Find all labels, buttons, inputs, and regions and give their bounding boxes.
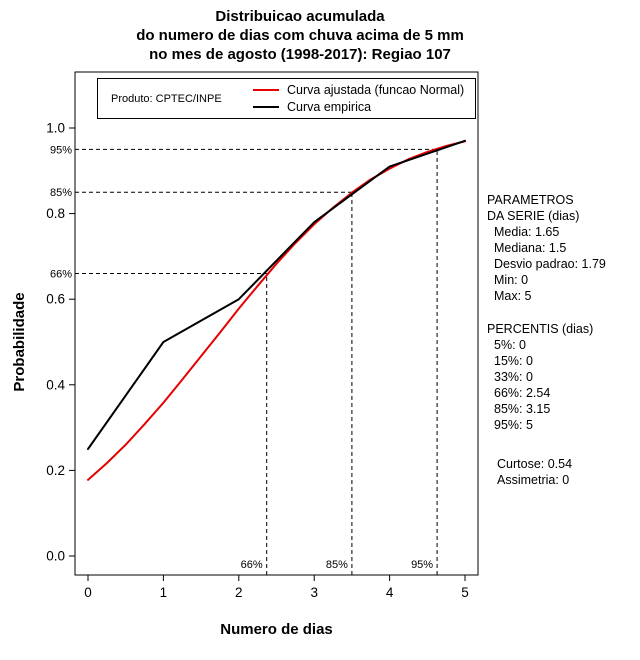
- percentis-header: PERCENTIS (dias): [487, 322, 594, 336]
- legend-entry-fitted: Curva ajustada (funcao Normal): [253, 83, 464, 97]
- stat-assimetria: Assimetria: 0: [497, 473, 570, 487]
- x-tick-label: 1: [160, 585, 168, 600]
- legend-entry-empirical-label: Curva empirica: [287, 100, 372, 114]
- legend-entry-fitted-label: Curva ajustada (funcao Normal): [287, 83, 465, 97]
- chart-title-line3: no mes de agosto (1998-2017): Regiao 107: [149, 46, 451, 63]
- x-tick-label: 5: [461, 585, 469, 600]
- x-axis-label: Numero de dias: [220, 621, 333, 638]
- percentile-bottom-label: 66%: [241, 559, 263, 571]
- x-tick-label: 4: [386, 585, 394, 600]
- percentil-85: 85%: 3.15: [494, 402, 551, 416]
- percentil-5: 5%: 0: [494, 338, 526, 352]
- percentile-bottom-label: 95%: [411, 559, 433, 571]
- percentil-95: 95%: 5: [494, 418, 533, 432]
- params-header-line1: PARAMETROS: [487, 193, 574, 207]
- legend-entry-empirical: Curva empirica: [253, 100, 464, 114]
- x-tick-label: 3: [310, 585, 318, 600]
- legend: Produto: CPTEC/INPE Curva ajustada (func…: [97, 78, 476, 119]
- chart-title-line2: do numero de dias com chuva acima de 5 m…: [136, 27, 464, 44]
- stat-min: Min: 0: [494, 273, 529, 287]
- stat-max: Max: 5: [494, 289, 532, 303]
- stat-curtose: Curtose: 0.54: [497, 457, 573, 471]
- y-tick-label: 0.2: [46, 463, 65, 478]
- series-curva-ajustada-funcao-normal-: [87, 140, 466, 481]
- stat-desvio-padrao: Desvio padrao: 1.79: [494, 257, 606, 271]
- chart-title-line1: Distribuicao acumulada: [215, 8, 385, 25]
- y-tick-label: 1.0: [46, 121, 65, 136]
- y-tick-label: 0.0: [46, 549, 65, 564]
- percentile-left-label: 66%: [50, 269, 72, 281]
- x-tick-label: 2: [235, 585, 243, 600]
- chart-title: Distribuicao acumulada do numero de dias…: [0, 7, 600, 64]
- percentil-15: 15%: 0: [494, 354, 533, 368]
- percentil-33: 33%: 0: [494, 370, 533, 384]
- params-header-line2: DA SERIE (dias): [487, 209, 580, 223]
- legend-entries: Curva ajustada (funcao Normal) Curva emp…: [253, 83, 464, 114]
- empirical-curve-swatch-icon: [253, 106, 279, 108]
- y-axis-label: Probabilidade: [11, 292, 28, 391]
- stat-mediana: Mediana: 1.5: [494, 241, 567, 255]
- percentile-left-label: 95%: [50, 144, 72, 156]
- plot-border: [74, 71, 479, 576]
- y-tick-label: 0.4: [46, 377, 65, 392]
- series-curva-empirica: [87, 139, 466, 450]
- x-tick-label: 0: [84, 585, 92, 600]
- legend-product-label: Produto: CPTEC/INPE: [111, 92, 222, 105]
- percentile-bottom-label: 85%: [326, 559, 348, 571]
- stats-panel: PARAMETROS DA SERIE (dias) Media: 1.65 M…: [487, 192, 637, 488]
- fitted-curve-swatch-icon: [253, 89, 279, 91]
- y-tick-label: 0.6: [46, 292, 65, 307]
- stat-media: Media: 1.65: [494, 225, 560, 239]
- y-tick-label: 0.8: [46, 206, 65, 221]
- percentile-left-label: 85%: [50, 187, 72, 199]
- percentil-66: 66%: 2.54: [494, 386, 551, 400]
